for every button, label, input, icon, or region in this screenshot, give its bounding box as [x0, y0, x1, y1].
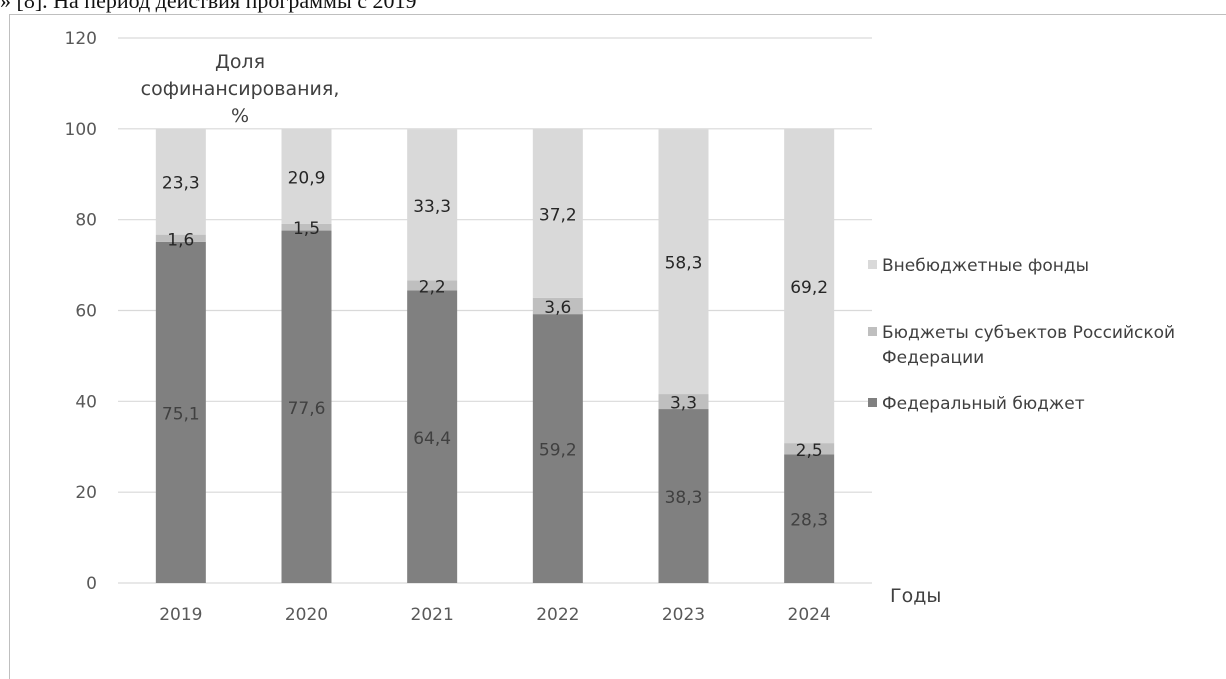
- gridlines: [118, 37, 872, 584]
- legend-swatch-3: [868, 398, 877, 407]
- y-tick-label: 20: [75, 483, 97, 503]
- data-label-1-2024: 28,3: [790, 511, 828, 531]
- data-labels: 75,1 1,6 23,3 77,6 1,5 20,9 64,4 2,2 33,3 59,2 3,6…: [162, 168, 828, 530]
- chart-frame-left: [9, 14, 10, 679]
- data-label-2-2019: 1,6: [167, 230, 194, 250]
- chart-frame-top: [9, 14, 1226, 15]
- bar-segment-1-2022: [532, 314, 583, 583]
- bar-segment-1-2020: [281, 230, 332, 584]
- data-label-3-2022: 37,2: [539, 205, 577, 225]
- bar-segment-3-2020: [281, 128, 332, 224]
- bars: [155, 128, 835, 584]
- bar-segment-2-2022: [532, 297, 583, 315]
- legend-label-2: Бюджеты субъектов Российской: [882, 323, 1175, 343]
- bar-segment-3-2022: [532, 128, 583, 298]
- legend: Внебюджетные фонды Бюджеты субъектов Росс…: [868, 256, 1175, 414]
- y-tick-label: 100: [65, 120, 97, 140]
- x-tick-label: 2021: [411, 605, 454, 625]
- bar-segment-2-2023: [658, 394, 709, 410]
- data-label-2-2023: 3,3: [670, 394, 697, 414]
- data-label-1-2021: 64,4: [413, 429, 451, 449]
- data-label-3-2023: 58,3: [665, 254, 703, 274]
- bar-segment-1-2024: [784, 454, 835, 583]
- data-label-2-2021: 2,2: [419, 278, 446, 298]
- y-axis-title-line: софинансирования,: [141, 78, 340, 100]
- x-tick-label: 2022: [536, 605, 579, 625]
- y-tick-label: 80: [75, 211, 97, 231]
- x-tick-label: 2024: [788, 605, 831, 625]
- legend-swatch-2: [868, 327, 877, 336]
- x-tick-label: 2020: [285, 605, 328, 625]
- data-label-1-2022: 59,2: [539, 441, 577, 461]
- data-label-2-2022: 3,6: [544, 298, 571, 318]
- bar-segment-1-2019: [155, 241, 206, 583]
- bar-segment-3-2024: [784, 128, 835, 444]
- y-axis-title: Доля софинансирования,%: [141, 51, 340, 127]
- bar-segment-2-2024: [784, 443, 835, 455]
- data-label-1-2023: 38,3: [665, 488, 703, 508]
- legend-label-3: Федеральный бюджет: [882, 394, 1085, 414]
- bar-segment-3-2023: [658, 129, 709, 395]
- x-tick-label: 2023: [662, 605, 705, 625]
- bar-segment-2-2021: [407, 280, 458, 291]
- bar-segment-1-2021: [407, 290, 458, 583]
- page-header-text: » [8]. На период действия программы с 20…: [0, 0, 417, 13]
- y-axis-title-line: %: [231, 105, 249, 127]
- bar-segment-2-2019: [155, 234, 206, 242]
- data-label-3-2024: 69,2: [790, 278, 828, 298]
- data-label-3-2019: 23,3: [162, 174, 200, 194]
- data-label-3-2020: 20,9: [288, 168, 326, 188]
- data-label-1-2020: 77,6: [288, 399, 326, 419]
- x-axis-title: Годы: [890, 585, 941, 607]
- bar-segment-2-2020: [281, 223, 332, 231]
- legend-swatch-1: [868, 260, 877, 269]
- data-label-3-2021: 33,3: [413, 197, 451, 217]
- data-label-2-2024: 2,5: [796, 441, 823, 461]
- x-tick-label: 2019: [159, 605, 202, 625]
- data-label-1-2019: 75,1: [162, 404, 200, 424]
- y-axis-title-line: Доля: [215, 51, 265, 73]
- data-label-2-2020: 1,5: [293, 219, 320, 239]
- legend-label-1: Внебюджетные фонды: [882, 256, 1089, 276]
- y-tick-label: 120: [65, 29, 97, 49]
- bar-segment-3-2021: [407, 129, 458, 281]
- y-tick-label: 0: [86, 574, 97, 594]
- bar-segment-3-2019: [155, 128, 206, 235]
- bar-segment-1-2023: [658, 409, 709, 583]
- y-tick-label: 60: [75, 302, 97, 322]
- y-axis-ticks: 0 20 40 60 80 100 120: [65, 29, 97, 594]
- y-tick-label: 40: [75, 392, 97, 412]
- legend-label-2: Федерации: [882, 348, 984, 368]
- x-axis-ticks: 2019 2020 2021 2022 2023 2024: [159, 605, 831, 625]
